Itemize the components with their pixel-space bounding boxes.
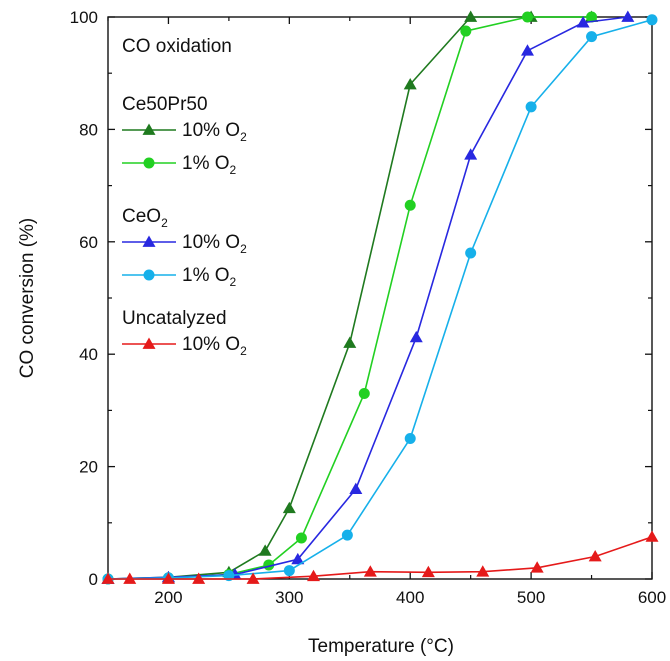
legend-group-label: CeO2 [122, 206, 168, 230]
data-point [343, 336, 357, 348]
data-point [586, 11, 598, 23]
legend-title: CO oxidation [122, 36, 232, 57]
x-tick-label: 400 [396, 588, 424, 607]
data-point [520, 44, 534, 56]
data-point [123, 572, 137, 584]
y-axis-title: CO conversion (%) [17, 218, 38, 379]
legend-entry: 10% O2 [122, 120, 247, 144]
data-point [646, 14, 658, 26]
data-point [101, 572, 115, 584]
data-point [476, 565, 490, 577]
data-point [192, 572, 206, 584]
legend-marker [143, 157, 155, 169]
data-point [460, 25, 472, 37]
data-point [588, 550, 602, 562]
legend-marker [143, 269, 155, 281]
x-tick-label: 500 [517, 588, 545, 607]
legend-entry-label: 10% O2 [182, 334, 247, 358]
legend-entry: 1% O2 [122, 265, 237, 289]
x-tick-label: 300 [275, 588, 303, 607]
legend-marker [142, 123, 156, 135]
data-point [307, 569, 321, 582]
data-point [283, 565, 295, 577]
axes: 200 300 400 500 600 0 20 40 60 80 100 [70, 8, 667, 607]
data-point [295, 532, 307, 544]
data-point [576, 16, 590, 28]
data-point [258, 544, 272, 556]
legend-entry-label: 1% O2 [182, 153, 237, 177]
data-point [530, 561, 544, 573]
data-point [161, 572, 175, 584]
data-point [404, 199, 416, 211]
data-point [358, 388, 370, 400]
data-point [586, 31, 598, 43]
x-tick-label: 600 [638, 588, 666, 607]
x-axis-title: Temperature (°C) [308, 636, 454, 657]
data-point [521, 11, 533, 23]
legend-group-label: Ce50Pr50 [122, 94, 208, 115]
legend-entry: 1% O2 [122, 153, 237, 177]
legend-entry-label: 10% O2 [182, 120, 247, 144]
y-tick-label: 60 [79, 233, 98, 252]
data-point [645, 530, 659, 542]
data-point [525, 101, 537, 113]
series-line [108, 536, 653, 580]
series-layer [101, 10, 659, 585]
legend-group-label: Uncatalyzed [122, 308, 227, 329]
legend-entry-label: 1% O2 [182, 265, 237, 289]
series-4 [101, 530, 659, 584]
legend-entry: 10% O2 [122, 334, 247, 358]
legend-entry: 10% O2 [122, 232, 247, 256]
legend-marker [142, 235, 156, 247]
y-tick-label: 40 [79, 345, 98, 364]
data-point [363, 565, 377, 577]
y-tick-label: 100 [70, 8, 98, 27]
legend: CO oxidation Ce50Pr50 CeO2 Uncatalyzed 10% O… [122, 36, 247, 358]
data-point [464, 10, 478, 22]
data-point [404, 433, 416, 444]
data-point [403, 77, 417, 90]
legend-marker [142, 337, 156, 349]
data-point [246, 572, 260, 584]
legend-entry-label: 10% O2 [182, 232, 247, 256]
data-point [409, 330, 423, 343]
y-tick-label: 0 [89, 570, 98, 589]
data-point [341, 529, 353, 541]
data-point [621, 10, 635, 22]
data-point [349, 482, 363, 494]
data-point [282, 501, 296, 514]
x-tick-label: 200 [154, 588, 182, 607]
y-tick-label: 20 [79, 458, 98, 477]
data-point [421, 565, 435, 578]
data-point [465, 247, 477, 259]
data-point [291, 552, 305, 565]
y-tick-label: 80 [79, 120, 98, 139]
data-point [464, 148, 478, 160]
